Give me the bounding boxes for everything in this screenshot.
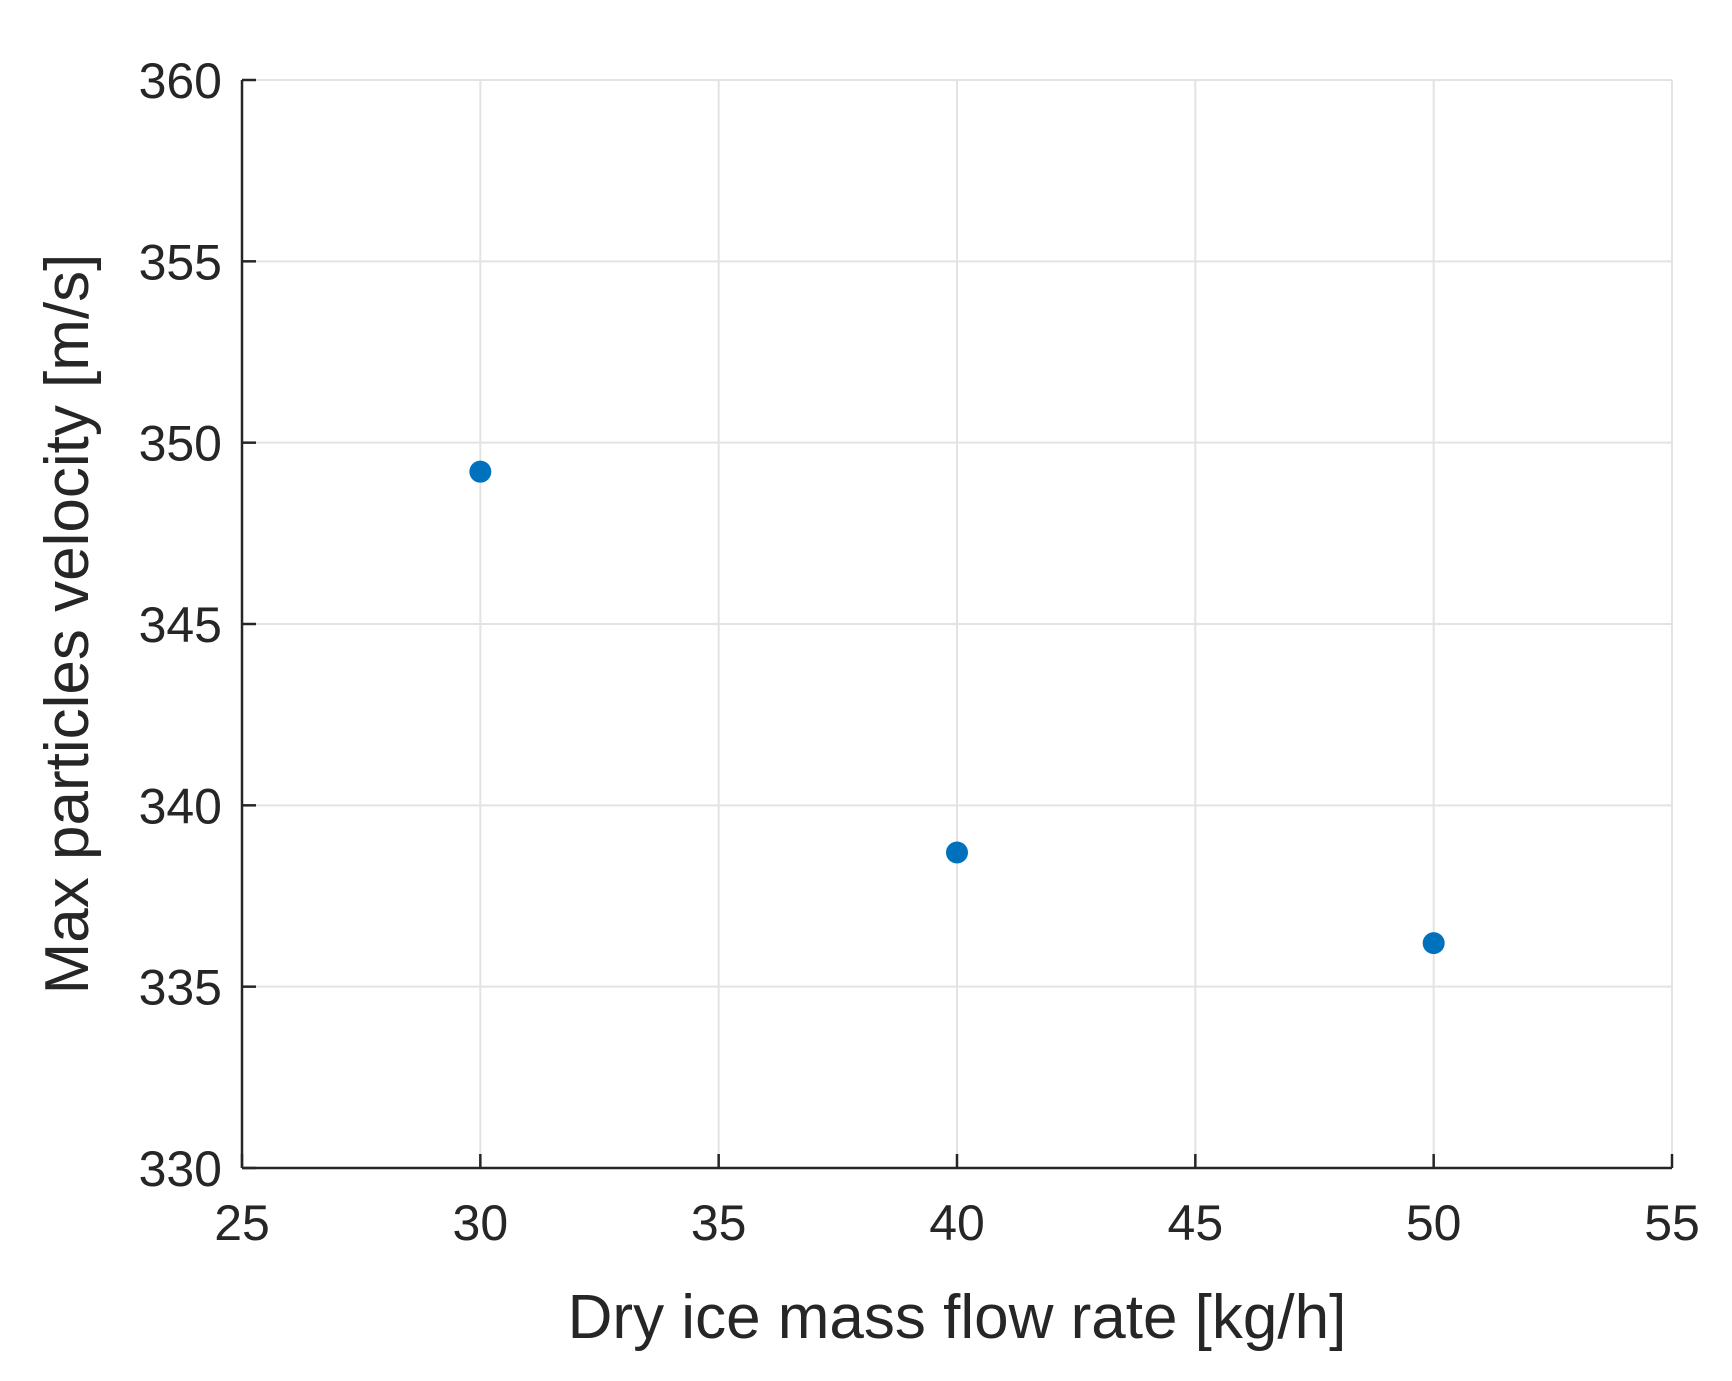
tick-labels: 25 30 35 40 45 50 55 330 335 340 345 350 355 360 bbox=[139, 53, 1700, 1251]
x-tick-label: 45 bbox=[1168, 1195, 1224, 1251]
x-tick-label: 55 bbox=[1644, 1195, 1700, 1251]
x-axis-label: Dry ice mass flow rate [kg/h] bbox=[568, 1283, 1347, 1352]
x-tick-label: 40 bbox=[929, 1195, 985, 1251]
y-tick-label: 360 bbox=[139, 53, 222, 109]
y-tick-label: 355 bbox=[139, 234, 222, 290]
y-tick-label: 345 bbox=[139, 597, 222, 653]
data-point bbox=[469, 460, 492, 483]
y-tick-label: 340 bbox=[139, 778, 222, 834]
x-tick-label: 25 bbox=[214, 1195, 270, 1251]
y-tick-label: 335 bbox=[139, 960, 222, 1016]
axes bbox=[240, 78, 1674, 1170]
y-tick-label: 330 bbox=[139, 1141, 222, 1197]
data-point bbox=[946, 841, 968, 864]
data-point bbox=[1422, 932, 1445, 955]
data-points bbox=[469, 460, 1445, 955]
x-tick-label: 30 bbox=[453, 1195, 509, 1251]
x-tick-label: 35 bbox=[691, 1195, 747, 1251]
grid bbox=[241, 79, 1673, 1169]
y-axis-label: Max particles velocity [m/s] bbox=[33, 254, 102, 995]
x-tick-label: 50 bbox=[1406, 1195, 1462, 1251]
y-tick-label: 350 bbox=[139, 416, 222, 472]
